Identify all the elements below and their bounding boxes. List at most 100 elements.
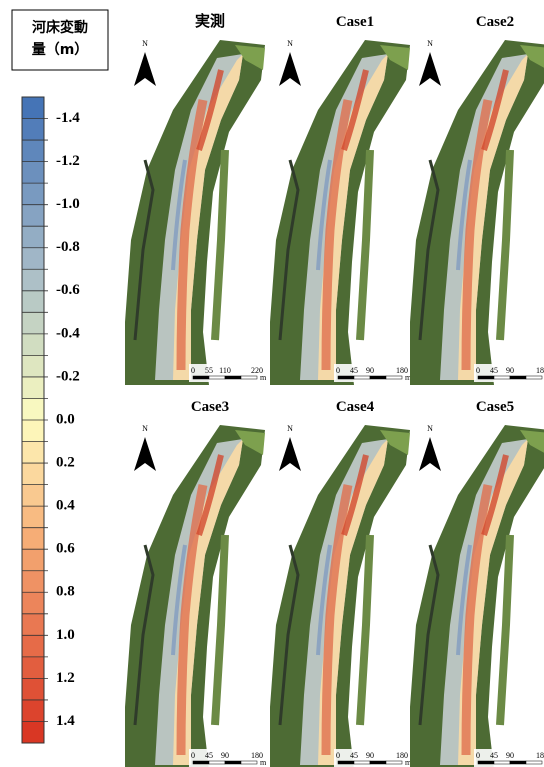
colorbar-segment: [22, 635, 44, 657]
north-label: N: [427, 424, 433, 433]
colorbar-label: -1.2: [56, 153, 80, 169]
scale-label: 180: [536, 366, 544, 375]
colorbar-segment: [22, 205, 44, 227]
colorbar-segment: [22, 700, 44, 722]
north-label: N: [142, 39, 148, 48]
colorbar-segment: [22, 291, 44, 313]
colorbar-segment: [22, 463, 44, 485]
scale-label: 0: [336, 751, 340, 760]
scale-bar: [209, 376, 225, 379]
scale-label: 45: [205, 751, 213, 760]
scale-label: 90: [366, 751, 374, 760]
north-arrow: [279, 52, 301, 86]
scale-bar: [526, 761, 542, 764]
north-label: N: [427, 39, 433, 48]
scale-bar: [338, 761, 354, 764]
scale-label: 90: [221, 751, 229, 760]
scale-label: 45: [490, 366, 498, 375]
colorbar-segment: [22, 398, 44, 420]
scale-bar: [510, 376, 526, 379]
map-image: [270, 425, 410, 767]
scale-label: 180: [536, 751, 544, 760]
colorbar-segment: [22, 119, 44, 141]
map-panel: Case1N04590180m: [270, 14, 414, 385]
colorbar-label: -0.4: [56, 325, 80, 341]
colorbar: -1.4-1.2-1.0-0.8-0.6-0.4-0.20.00.20.40.6…: [22, 97, 80, 743]
colorbar-label: 0.8: [56, 584, 75, 600]
scale-bar: [370, 761, 386, 764]
colorbar-segment: [22, 140, 44, 162]
scale-label: 0: [191, 366, 195, 375]
scale-bar: [510, 761, 526, 764]
scale-bar: [494, 376, 510, 379]
colorbar-segment: [22, 97, 44, 119]
colorbar-segment: [22, 485, 44, 507]
colorbar-segment: [22, 549, 44, 571]
scale-label: 45: [490, 751, 498, 760]
legend-title: 量（m）: [32, 42, 89, 58]
scale-label: 0: [336, 366, 340, 375]
scale-bar: [225, 761, 241, 764]
scale-label: 45: [350, 751, 358, 760]
colorbar-label: 0.0: [56, 411, 75, 427]
colorbar-segment: [22, 506, 44, 528]
north-label: N: [287, 39, 293, 48]
scale-label: 0: [476, 751, 480, 760]
scale-label: 55: [205, 366, 213, 375]
colorbar-segment: [22, 334, 44, 356]
north-arrow: [134, 437, 156, 471]
colorbar-segment: [22, 226, 44, 248]
scale-unit: m: [260, 758, 267, 767]
scale-bar: [225, 376, 241, 379]
scale-unit: m: [260, 373, 267, 382]
scale-label: 0: [476, 366, 480, 375]
map-image: [125, 425, 265, 767]
panel-title: Case5: [476, 399, 514, 415]
map-panel: Case5N04590180m: [410, 399, 544, 767]
colorbar-segment: [22, 614, 44, 636]
scale-bar: [386, 376, 402, 379]
colorbar-segment: [22, 355, 44, 377]
scale-label: 45: [350, 366, 358, 375]
figure: 河床変動 量（m） -1.4-1.2-1.0-0.8-0.6-0.4-0.20.…: [0, 0, 544, 767]
scale-bar: [354, 761, 370, 764]
scale-bar: [478, 761, 494, 764]
colorbar-segment: [22, 312, 44, 334]
scale-bar: [193, 376, 209, 379]
scale-bar: [241, 376, 257, 379]
legend-box: [12, 10, 108, 70]
north-label: N: [287, 424, 293, 433]
colorbar-segment: [22, 162, 44, 184]
colorbar-segment: [22, 571, 44, 593]
scale-label: 90: [506, 366, 514, 375]
scale-label: 90: [506, 751, 514, 760]
colorbar-segment: [22, 420, 44, 442]
scale-label: 0: [191, 751, 195, 760]
colorbar-segment: [22, 721, 44, 743]
scale-bar: [478, 376, 494, 379]
panel-title: Case4: [336, 399, 375, 415]
panel-title: Case2: [476, 14, 514, 30]
map-image: [125, 40, 265, 385]
map-image: [410, 40, 544, 385]
scale-bar: [526, 376, 542, 379]
scale-bar: [494, 761, 510, 764]
north-arrow: [279, 437, 301, 471]
north-label: N: [142, 424, 148, 433]
legend-title: 河床変動: [32, 19, 88, 36]
map-panel: Case2N04590180m: [410, 14, 544, 385]
colorbar-label: 1.4: [56, 713, 75, 729]
colorbar-label: -0.2: [56, 368, 80, 384]
colorbar-label: -1.4: [56, 110, 80, 126]
colorbar-label: 0.6: [56, 541, 75, 557]
colorbar-label: -0.6: [56, 282, 80, 298]
colorbar-label: 0.4: [56, 498, 75, 514]
scale-bar: [193, 761, 209, 764]
colorbar-label: -1.0: [56, 196, 80, 212]
colorbar-segment: [22, 377, 44, 399]
colorbar-segment: [22, 269, 44, 291]
